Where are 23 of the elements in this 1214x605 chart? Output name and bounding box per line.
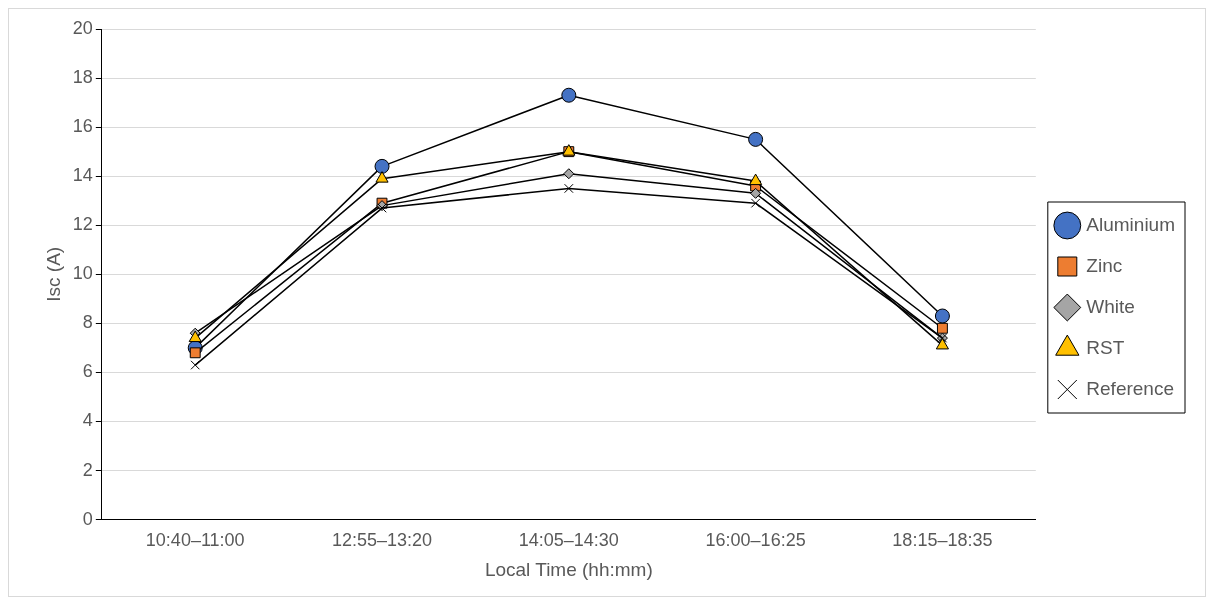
x-tick-label: 16:00–16:25: [705, 530, 806, 551]
legend-label: Aluminium: [1086, 213, 1176, 235]
y-tick-label: 18: [72, 67, 93, 88]
x-tick-label: 18:15–18:35: [892, 530, 993, 551]
x-axis-title: Local Time (hh:mm): [484, 558, 653, 580]
y-tick-label: 14: [72, 165, 93, 186]
y-axis-title: Isc (A): [42, 246, 64, 302]
x-tick-label: 10:40–11:00: [145, 530, 245, 551]
y-tick-label: 16: [72, 116, 93, 137]
legend-label: White: [1086, 295, 1135, 317]
y-tick-label: 0: [82, 508, 93, 529]
x-tick-label: 12:55–13:20: [331, 530, 433, 551]
y-tick-label: 10: [72, 263, 93, 284]
y-tick-label: 20: [72, 17, 93, 38]
legend-label: Reference: [1086, 377, 1174, 399]
legend-label: RST: [1086, 336, 1125, 358]
y-tick-label: 6: [82, 361, 93, 382]
y-tick-label: 4: [82, 410, 93, 431]
legend-label: Zinc: [1086, 254, 1123, 276]
x-tick-label: 14:05–14:30: [518, 530, 619, 551]
y-tick-label: 2: [82, 459, 93, 480]
y-tick-label: 12: [72, 214, 93, 235]
y-tick-label: 8: [82, 312, 93, 333]
